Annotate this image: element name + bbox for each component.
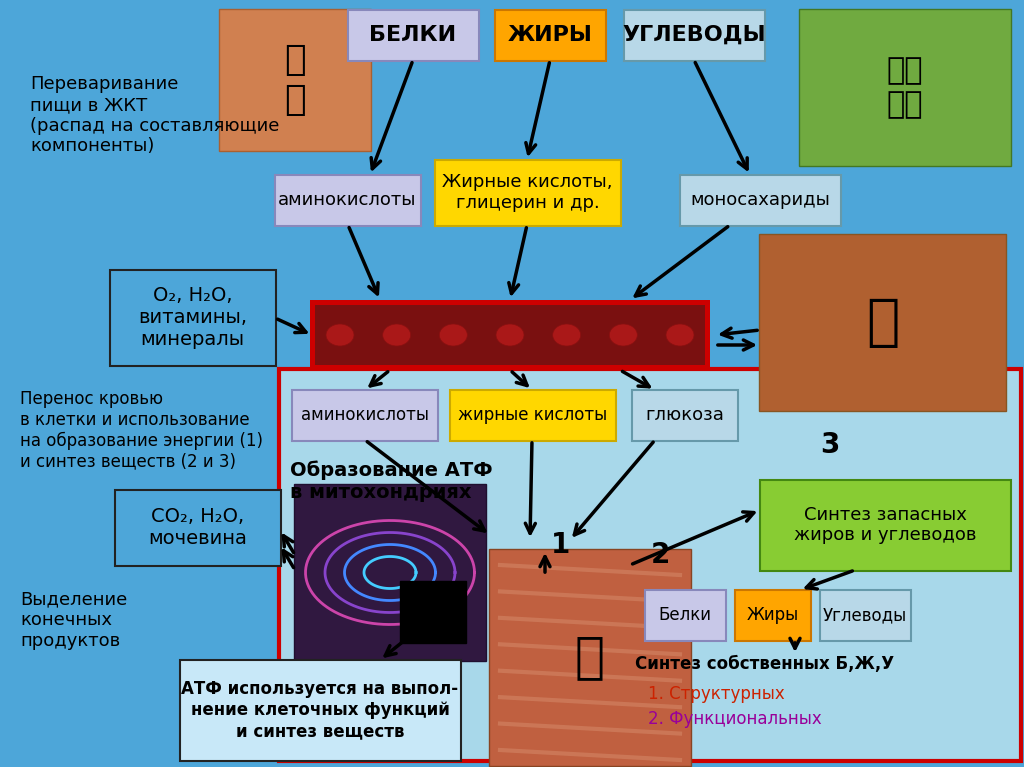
Text: 2. Функциональных: 2. Функциональных (648, 710, 821, 728)
Text: 💪: 💪 (575, 634, 605, 682)
Text: УГЛЕВОДЫ: УГЛЕВОДЫ (623, 25, 766, 45)
Text: моносахариды: моносахариды (690, 191, 829, 209)
Ellipse shape (383, 324, 411, 346)
Text: 2: 2 (650, 541, 670, 569)
Text: 1. Структурных: 1. Структурных (648, 685, 784, 703)
Text: Синтез запасных
жиров и углеводов: Синтез запасных жиров и углеводов (794, 505, 976, 545)
FancyBboxPatch shape (399, 581, 466, 643)
FancyBboxPatch shape (179, 660, 461, 761)
Text: 🫁: 🫁 (866, 295, 899, 350)
FancyBboxPatch shape (799, 9, 1011, 166)
FancyBboxPatch shape (110, 269, 275, 366)
Ellipse shape (326, 324, 354, 346)
FancyBboxPatch shape (632, 390, 737, 440)
Text: Образование АТФ
в митохондриях: Образование АТФ в митохондриях (290, 460, 493, 502)
FancyBboxPatch shape (644, 590, 725, 640)
Ellipse shape (553, 324, 581, 346)
FancyBboxPatch shape (347, 9, 478, 61)
Text: БЕЛКИ: БЕЛКИ (370, 25, 457, 45)
Text: Белки: Белки (658, 606, 712, 624)
Text: О₂, Н₂О,
витамины,
минералы: О₂, Н₂О, витамины, минералы (138, 286, 247, 349)
Ellipse shape (609, 324, 637, 346)
Text: СО₂, Н₂О,
мочевина: СО₂, Н₂О, мочевина (148, 507, 247, 548)
FancyBboxPatch shape (292, 390, 437, 440)
FancyBboxPatch shape (760, 479, 1011, 571)
Text: Перенос кровью
в клетки и использование
на образование энергии (1)
и синтез веще: Перенос кровью в клетки и использование … (20, 390, 263, 471)
FancyBboxPatch shape (434, 160, 621, 225)
FancyBboxPatch shape (680, 175, 841, 225)
Text: 🐟
🐠: 🐟 🐠 (285, 43, 306, 117)
FancyBboxPatch shape (279, 369, 1021, 761)
Text: 3: 3 (820, 431, 840, 459)
Text: жирные кислоты: жирные кислоты (458, 406, 607, 424)
FancyBboxPatch shape (624, 9, 765, 61)
Text: аминокислоты: аминокислоты (279, 191, 417, 209)
FancyBboxPatch shape (310, 300, 710, 370)
Ellipse shape (496, 324, 524, 346)
Text: Жирные кислоты,
глицерин и др.: Жирные кислоты, глицерин и др. (442, 173, 612, 212)
Text: глюкоза: глюкоза (645, 406, 724, 424)
Text: 🥦🥕
🍅🥬: 🥦🥕 🍅🥬 (887, 56, 924, 119)
Text: 1: 1 (550, 531, 569, 559)
FancyBboxPatch shape (115, 489, 281, 565)
FancyBboxPatch shape (819, 590, 910, 640)
Ellipse shape (439, 324, 467, 346)
FancyBboxPatch shape (274, 175, 421, 225)
Text: Жиры: Жиры (746, 606, 799, 624)
FancyBboxPatch shape (489, 549, 691, 766)
Text: АТФ используется на выпол-
нение клеточных функций
и синтез веществ: АТФ используется на выпол- нение клеточн… (181, 680, 459, 740)
FancyBboxPatch shape (734, 590, 811, 640)
FancyBboxPatch shape (759, 234, 1006, 411)
Text: ЖИРЫ: ЖИРЫ (508, 25, 593, 45)
Text: Синтез собственных Б,Ж,У: Синтез собственных Б,Ж,У (635, 655, 894, 673)
FancyBboxPatch shape (294, 484, 486, 661)
Text: Углеводы: Углеводы (823, 606, 907, 624)
Ellipse shape (666, 324, 694, 346)
FancyBboxPatch shape (219, 9, 371, 151)
FancyBboxPatch shape (450, 390, 615, 440)
Text: аминокислоты: аминокислоты (300, 406, 428, 424)
FancyBboxPatch shape (315, 305, 705, 365)
FancyBboxPatch shape (495, 9, 605, 61)
Text: Выделение
конечных
продуктов: Выделение конечных продуктов (20, 590, 127, 650)
Text: Переваривание
пищи в ЖКТ
(распад на составляющие
компоненты): Переваривание пищи в ЖКТ (распад на сост… (30, 75, 280, 156)
